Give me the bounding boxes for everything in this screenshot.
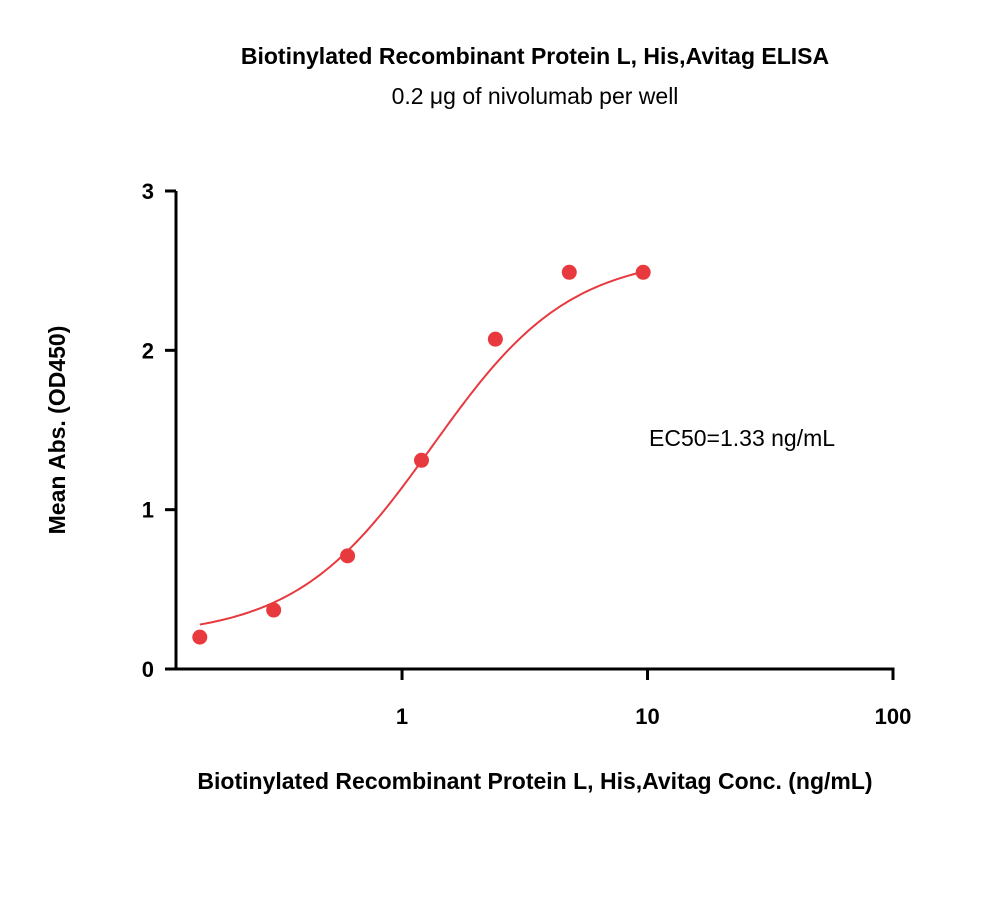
data-point bbox=[340, 548, 356, 564]
x-tick-label: 1 bbox=[396, 704, 408, 729]
y-axis-label: Mean Abs. (OD450) bbox=[44, 326, 70, 535]
y-tick-label: 1 bbox=[142, 498, 154, 523]
fit-curve bbox=[199, 270, 644, 626]
chart-subtitle: 0.2 μg of nivolumab per well bbox=[392, 83, 679, 109]
data-points-layer bbox=[192, 264, 651, 645]
y-tick-label: 0 bbox=[142, 657, 154, 682]
x-tick-label: 10 bbox=[635, 704, 659, 729]
y-tick-label: 3 bbox=[142, 179, 154, 204]
chart-title: Biotinylated Recombinant Protein L, His,… bbox=[241, 43, 829, 69]
data-point bbox=[413, 452, 429, 468]
data-point bbox=[635, 264, 651, 280]
x-axis-label: Biotinylated Recombinant Protein L, His,… bbox=[197, 768, 872, 794]
y-tick-label: 2 bbox=[142, 338, 154, 363]
fit-curve-layer bbox=[199, 270, 644, 626]
data-point bbox=[266, 602, 282, 618]
data-point bbox=[192, 629, 208, 645]
ec50-annotation: EC50=1.33 ng/mL bbox=[649, 425, 835, 451]
x-tick-label: 100 bbox=[875, 704, 912, 729]
axes: 0 1 2 3 1 10 100 bbox=[142, 179, 912, 729]
data-point bbox=[487, 331, 503, 347]
data-point bbox=[561, 264, 577, 280]
